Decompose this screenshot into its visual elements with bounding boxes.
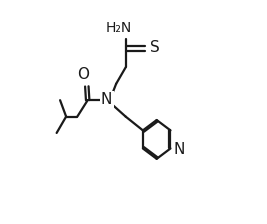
Text: N: N [174, 142, 185, 157]
Text: H₂N: H₂N [106, 21, 132, 35]
Text: O: O [77, 67, 89, 82]
Text: S: S [150, 40, 159, 55]
Text: N: N [101, 92, 112, 107]
